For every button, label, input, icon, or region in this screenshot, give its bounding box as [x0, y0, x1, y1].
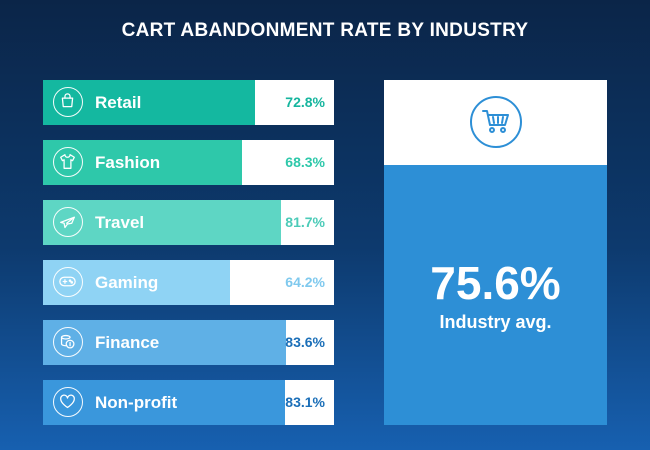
category-label: Travel [95, 213, 145, 232]
data-label: 64.2% [285, 274, 325, 290]
data-label: 83.6% [285, 334, 325, 350]
industry-average-label: Industry avg. [439, 312, 552, 332]
gamepad-icon [53, 267, 83, 297]
category-label: Finance [95, 333, 160, 352]
category-label: Non-profit [95, 393, 178, 412]
coins-icon [53, 327, 83, 357]
industry-average-value: 75.6% [430, 257, 561, 309]
shopping-cart-icon [470, 96, 522, 148]
category-label: Retail [95, 93, 142, 112]
bar-row-fashion: Fashion 68.3% [43, 140, 334, 185]
shopping-bag-icon [53, 87, 83, 117]
category-label: Fashion [95, 153, 161, 172]
airplane-icon [53, 207, 83, 237]
bar [43, 380, 285, 425]
industry-average-panel: 75.6% Industry avg. [384, 80, 607, 425]
bar-row-gaming: Gaming 64.2% [43, 260, 334, 305]
bar [43, 320, 286, 365]
heart-icon [53, 387, 83, 417]
bar-row-finance: Finance 83.6% [43, 320, 334, 365]
bar-row-retail: Retail 72.8% [43, 80, 334, 125]
tshirt-icon [53, 147, 83, 177]
category-label: Gaming [95, 273, 159, 292]
data-label: 72.8% [285, 94, 325, 110]
average-panel-header [384, 80, 607, 165]
data-label: 68.3% [285, 154, 325, 170]
data-label: 83.1% [285, 394, 325, 410]
data-label: 81.7% [285, 214, 325, 230]
bar-row-non-profit: Non-profit 83.1% [43, 380, 334, 425]
bar-row-travel: Travel 81.7% [43, 200, 334, 245]
chart-title: CART ABANDONMENT RATE BY INDUSTRY [121, 20, 529, 41]
